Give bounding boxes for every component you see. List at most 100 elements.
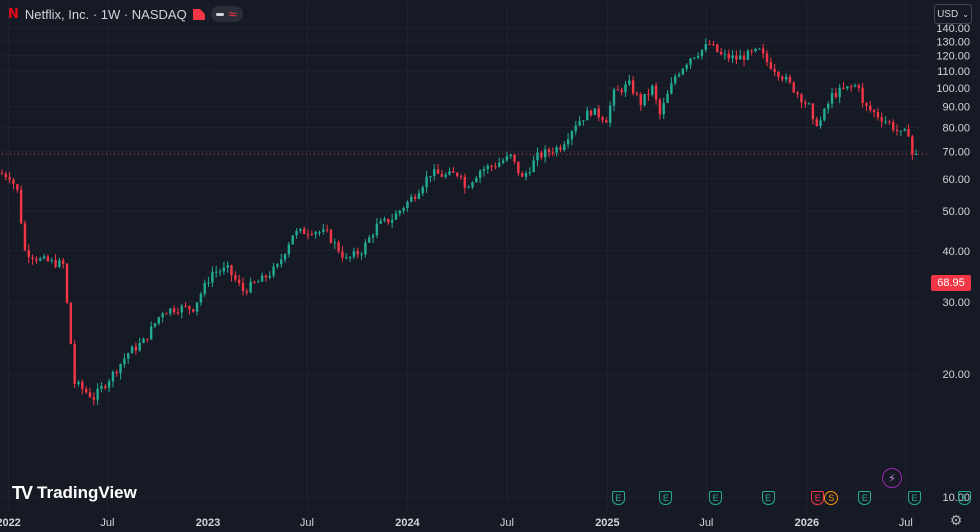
earnings-event-icon[interactable]: E bbox=[611, 491, 625, 505]
candle-body bbox=[888, 121, 891, 123]
candle-body bbox=[853, 85, 857, 87]
time-axis[interactable]: 2022 Jul 2023 Jul 2024 Jul 2025 Jul 2026 Jul bbox=[0, 517, 913, 529]
candle-body bbox=[769, 61, 773, 69]
candle-body bbox=[383, 218, 386, 221]
candle-body bbox=[528, 171, 532, 174]
y-tick-label: 140.00 bbox=[936, 23, 970, 35]
brand-name: TradingView bbox=[37, 483, 137, 502]
candle-body bbox=[360, 254, 363, 256]
candle-body bbox=[731, 55, 734, 59]
candle-body bbox=[42, 256, 46, 259]
candle-body bbox=[58, 260, 61, 267]
minus-icon bbox=[215, 12, 224, 16]
candle-body bbox=[352, 251, 356, 257]
candle-body bbox=[394, 213, 398, 220]
candle-body bbox=[176, 312, 180, 314]
candle-body bbox=[716, 44, 719, 52]
candle-body bbox=[27, 250, 30, 258]
tradingview-logo[interactable]: TV TradingView bbox=[12, 482, 137, 504]
candle-body bbox=[666, 93, 669, 103]
candle-body bbox=[536, 152, 539, 161]
candle-body bbox=[735, 55, 738, 60]
candle-body bbox=[586, 110, 589, 121]
candle-body bbox=[819, 120, 822, 127]
candle-body bbox=[237, 279, 241, 284]
candle-body bbox=[16, 184, 19, 190]
candle-body bbox=[861, 87, 864, 103]
grid bbox=[2, 2, 920, 510]
candle-body bbox=[169, 308, 172, 314]
candle-body bbox=[77, 381, 80, 384]
candle-body bbox=[597, 108, 600, 118]
candle-body bbox=[895, 129, 899, 131]
candle-body bbox=[306, 233, 310, 235]
candle-body bbox=[911, 136, 914, 155]
symbol-header[interactable]: N Netflix, Inc. · 1W · NASDAQ ≈ bbox=[8, 5, 243, 23]
currency-selector[interactable]: USD ⌄ bbox=[934, 4, 972, 24]
y-tick-label: 100.00 bbox=[936, 83, 970, 95]
candle-body bbox=[892, 122, 895, 130]
candle-body bbox=[578, 121, 581, 126]
candle-body bbox=[647, 93, 650, 95]
earnings-event-icon[interactable]: E bbox=[957, 491, 971, 505]
candle-body bbox=[115, 371, 118, 374]
candle-body bbox=[436, 169, 440, 174]
candle-body bbox=[406, 201, 409, 209]
y-tick-label: 130.00 bbox=[936, 36, 970, 48]
gear-icon[interactable]: ⚙ bbox=[949, 513, 963, 529]
candle-body bbox=[138, 343, 141, 351]
candle-body bbox=[689, 58, 692, 65]
candle-body bbox=[838, 87, 841, 98]
candle-body bbox=[777, 72, 780, 77]
candle-body bbox=[865, 102, 868, 106]
earnings-event-icon[interactable]: E bbox=[811, 491, 825, 505]
spark-icon[interactable]: ⚡ bbox=[882, 468, 902, 488]
candle-body bbox=[375, 223, 379, 236]
candle-body bbox=[318, 231, 321, 233]
candle-body bbox=[834, 92, 838, 98]
candle-body bbox=[842, 87, 845, 89]
candle-body bbox=[348, 256, 352, 258]
candle-body bbox=[574, 125, 577, 132]
flag-icon[interactable] bbox=[192, 8, 205, 20]
earnings-event-icon[interactable]: E bbox=[709, 491, 723, 505]
candle-body bbox=[723, 53, 727, 55]
earnings-event-icon[interactable]: E bbox=[659, 491, 673, 505]
candle-body bbox=[827, 103, 830, 109]
candle-body bbox=[302, 228, 306, 234]
candle-body bbox=[65, 263, 69, 303]
candle-body bbox=[620, 89, 623, 93]
candle-body bbox=[846, 86, 849, 89]
candle-body bbox=[869, 105, 872, 111]
candle-body bbox=[903, 129, 906, 131]
candle-body bbox=[582, 120, 585, 122]
candle-body bbox=[364, 242, 367, 255]
earnings-event-icon[interactable]: E bbox=[858, 491, 872, 505]
candle-body bbox=[398, 210, 401, 214]
indicator-toggle[interactable]: ≈ bbox=[210, 6, 243, 22]
candle-body bbox=[784, 76, 788, 80]
candle-body bbox=[639, 94, 642, 106]
y-tick-label: 110.00 bbox=[937, 66, 970, 78]
candle-body bbox=[490, 165, 493, 167]
candle-body bbox=[563, 144, 566, 151]
candle-body bbox=[257, 281, 260, 283]
candle-body bbox=[899, 130, 903, 132]
symbol-title[interactable]: Netflix, Inc. · 1W · NASDAQ bbox=[24, 6, 187, 22]
candle-body bbox=[589, 110, 593, 116]
x-tick-label: Jul bbox=[300, 517, 314, 529]
candle-body bbox=[532, 160, 535, 172]
candle-body bbox=[199, 294, 203, 303]
candle-body bbox=[272, 266, 275, 276]
candle-body bbox=[207, 282, 210, 284]
earnings-event-icon[interactable]: E bbox=[761, 491, 775, 505]
candle-body bbox=[325, 229, 329, 231]
candle-body bbox=[184, 305, 187, 307]
candle-body bbox=[815, 119, 818, 127]
candle-body bbox=[371, 235, 375, 238]
earnings-event-icon[interactable]: E bbox=[907, 491, 921, 505]
candle-body bbox=[345, 257, 348, 259]
split-event-icon[interactable]: S bbox=[824, 491, 839, 505]
